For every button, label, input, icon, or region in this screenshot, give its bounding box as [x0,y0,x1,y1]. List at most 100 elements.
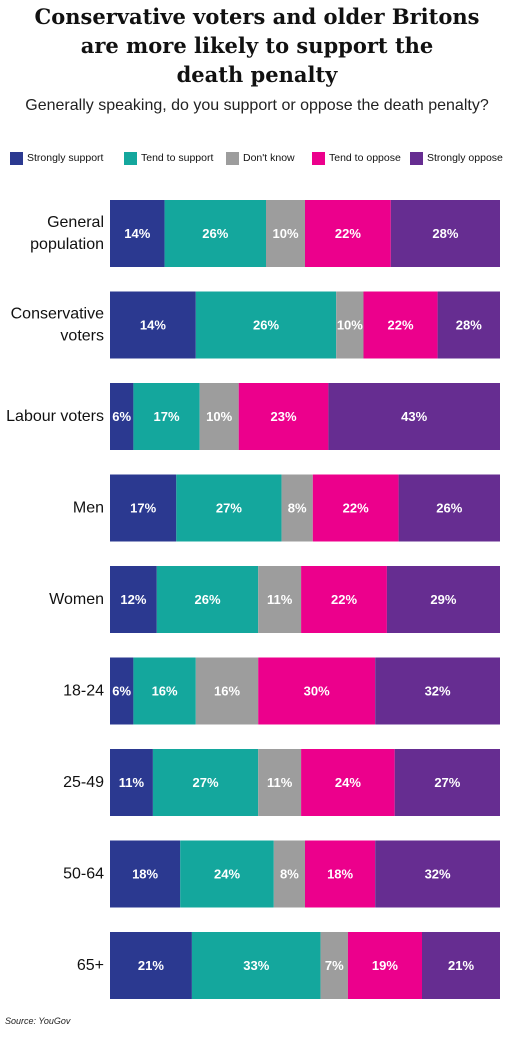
bar-segment [133,383,200,450]
bar-segment [195,291,337,359]
legend-label: Tend to oppose [329,152,401,164]
category-label: Men [73,500,104,517]
data-label: 17% [130,501,156,516]
bar-segment [386,566,500,633]
bar-segment [320,932,348,999]
data-label: 43% [401,409,427,424]
data-label: 11% [267,775,293,790]
category-label: voters [60,328,104,345]
bar-segment [398,474,500,542]
data-label: 18% [132,867,158,882]
chart-title-line: are more likely to support the [80,33,434,58]
data-label: 22% [335,226,361,241]
data-label: 14% [140,318,166,333]
category-label: General [47,214,104,231]
category-label: population [30,236,104,253]
legend-label: Strongly support [27,152,104,164]
data-label: 19% [372,958,398,973]
legend: Strongly support Tend to support Don't k… [10,150,514,166]
bar-segment [110,932,192,999]
data-label: 10% [206,409,232,424]
bar-segment [156,566,259,633]
bar-segment [110,566,157,633]
bar-segment [258,657,376,725]
legend-swatch [10,151,23,165]
category-label: 25-49 [63,774,104,791]
bar-segment [238,383,329,450]
bar-segment [176,474,282,542]
data-label: 33% [243,958,269,973]
bar-segment [258,749,302,816]
data-label: 26% [194,592,220,607]
bar-segment [258,566,302,633]
data-label: 24% [335,775,361,790]
legend-swatch [410,151,423,165]
bar-segment [301,566,387,633]
bar-segment [305,200,391,267]
chart-subtitle: Generally speaking, do you support or op… [25,97,489,114]
bar-segment [394,749,500,816]
bar-segment [375,657,500,725]
legend-item: Don't know [226,150,295,166]
bar-segment [375,840,500,908]
legend-item: Strongly support [10,150,103,166]
data-label: 28% [456,318,482,333]
legend-swatch [124,151,137,165]
data-label: 12% [120,592,146,607]
legend-item: Tend to oppose [312,150,401,166]
bar-segment [273,840,305,908]
data-label: 18% [327,867,353,882]
bar-segment [110,474,177,542]
bar-segment [336,291,364,359]
source-note: Source: YouGov [5,1016,71,1026]
data-label: 10% [272,226,298,241]
data-label: 6% [112,684,131,699]
data-label: 11% [119,775,145,790]
bar-segment [152,749,259,816]
data-label: 32% [425,867,451,882]
category-label: Conservative [11,306,104,323]
data-label: 23% [271,409,297,424]
bar-segment [110,840,181,908]
data-label: 32% [425,684,451,699]
bar-segment [301,749,395,816]
data-label: 26% [202,226,228,241]
data-label: 8% [288,501,307,516]
bar-segment [281,474,313,542]
category-label: 65+ [77,957,104,974]
bar-segment [195,657,259,725]
data-label: 14% [124,226,150,241]
chart-title: Conservative voters and older Britons ar… [0,2,514,89]
legend-swatch [226,151,239,165]
bar-segment [422,932,500,999]
data-label: 22% [343,501,369,516]
chart-title-line: death penalty [176,62,338,87]
data-label: 27% [193,775,219,790]
data-label: 16% [152,684,178,699]
data-label: 8% [280,867,299,882]
bar-segment [133,657,196,725]
data-label: 26% [436,501,462,516]
bar-segment [312,474,399,542]
bar-segment [110,383,134,450]
data-label: 29% [430,592,456,607]
bar-segment [110,657,134,725]
data-label: 21% [448,958,474,973]
data-label: 26% [253,318,279,333]
bar-segment [437,291,500,359]
data-label: 10% [337,318,363,333]
data-label: 6% [112,409,131,424]
bar-segment [191,932,321,999]
data-label: 11% [267,592,293,607]
legend-item: Tend to support [124,150,213,166]
bar-segment [390,200,500,267]
bar-segment [110,749,153,816]
legend-label: Strongly oppose [427,152,503,164]
data-label: 7% [325,958,344,973]
category-label: Women [49,591,104,608]
data-label: 22% [331,592,357,607]
legend-label: Don't know [243,152,295,164]
category-label: Labour voters [6,408,104,425]
bar-segment [305,840,376,908]
